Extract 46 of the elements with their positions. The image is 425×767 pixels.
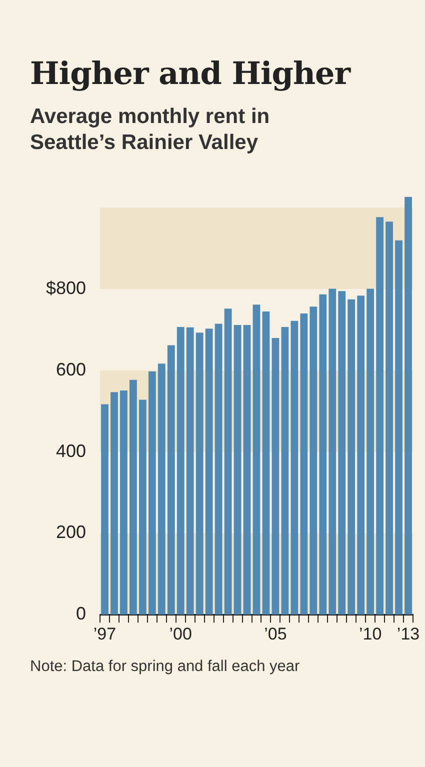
bar <box>252 304 260 615</box>
text: Note: Data for spring and fall each year <box>30 657 300 677</box>
y-tick-label: 600 <box>56 359 86 380</box>
bar <box>262 312 270 615</box>
bar <box>130 380 137 615</box>
bar <box>120 390 128 615</box>
bar <box>281 326 289 615</box>
bar <box>357 296 365 615</box>
bar <box>328 288 336 615</box>
chart-subtitle: Average monthly rent in Seattle’s Rainier Valley <box>30 104 271 156</box>
bar <box>158 364 166 615</box>
bar <box>404 196 412 615</box>
y-tick-label: $800 <box>46 278 86 298</box>
x-tick-label: ’00 <box>169 624 192 644</box>
bar <box>386 222 393 615</box>
y-tick-label: 200 <box>56 522 86 542</box>
bar <box>214 324 222 615</box>
bar <box>196 332 204 615</box>
y-tick-label: 0 <box>76 604 86 624</box>
x-tick-label: ’97 <box>93 624 116 644</box>
bar <box>186 327 194 615</box>
bar <box>148 371 156 615</box>
bar <box>395 240 402 615</box>
bar <box>224 308 232 615</box>
bar <box>243 324 251 615</box>
bar <box>319 294 327 615</box>
chart-title: Higher and Higher <box>30 56 350 92</box>
bar <box>348 299 356 615</box>
bar <box>290 320 298 615</box>
bar <box>138 400 146 615</box>
bar <box>310 306 318 615</box>
bar <box>234 324 242 615</box>
bar <box>176 326 184 615</box>
bar <box>272 338 280 615</box>
bar <box>205 328 213 615</box>
bar <box>167 345 175 615</box>
x-tick-label: ’10 <box>358 624 382 644</box>
bar <box>101 404 108 615</box>
bar <box>300 314 308 615</box>
x-tick-label: ’13 <box>396 624 420 644</box>
x-tick-label: ’05 <box>264 624 287 644</box>
bar <box>366 288 374 615</box>
bar <box>110 392 118 615</box>
bar <box>376 217 384 615</box>
bar <box>338 291 346 615</box>
y-tick-label: 400 <box>56 440 86 461</box>
